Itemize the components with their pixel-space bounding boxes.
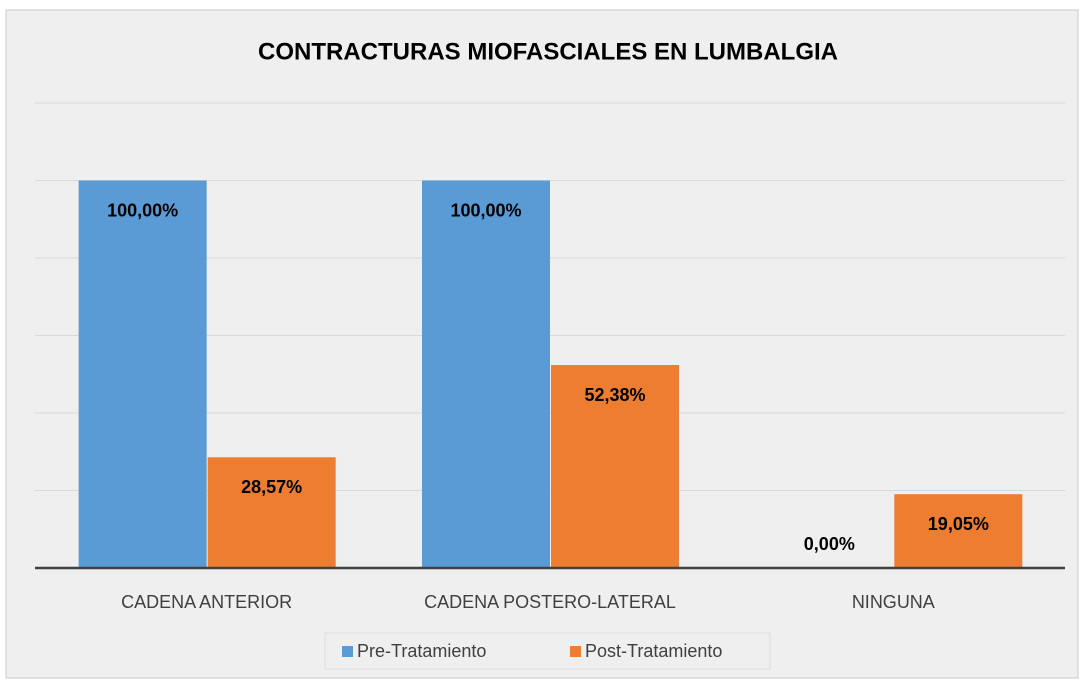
bar (894, 494, 1023, 568)
legend-label: Post-Tratamiento (585, 641, 722, 661)
bar (78, 180, 207, 568)
data-label: 19,05% (928, 514, 989, 534)
data-label: 28,57% (241, 477, 302, 497)
bar (422, 180, 550, 568)
data-label: 52,38% (584, 385, 645, 405)
legend-box (324, 632, 771, 670)
x-tick-label: CADENA ANTERIOR (121, 592, 292, 612)
bar (207, 457, 336, 568)
chart-title: CONTRACTURAS MIOFASCIALES EN LUMBALGIA (258, 38, 838, 65)
x-tick-label: NINGUNA (852, 592, 935, 612)
x-tick-label: CADENA POSTERO-LATERAL (424, 592, 676, 612)
legend-swatch (570, 646, 581, 657)
legend-swatch (342, 646, 353, 657)
data-label: 100,00% (450, 200, 521, 220)
data-label: 100,00% (107, 200, 178, 220)
bar (551, 365, 679, 568)
data-label: 0,00% (804, 534, 855, 554)
legend-label: Pre-Tratamiento (357, 641, 486, 661)
